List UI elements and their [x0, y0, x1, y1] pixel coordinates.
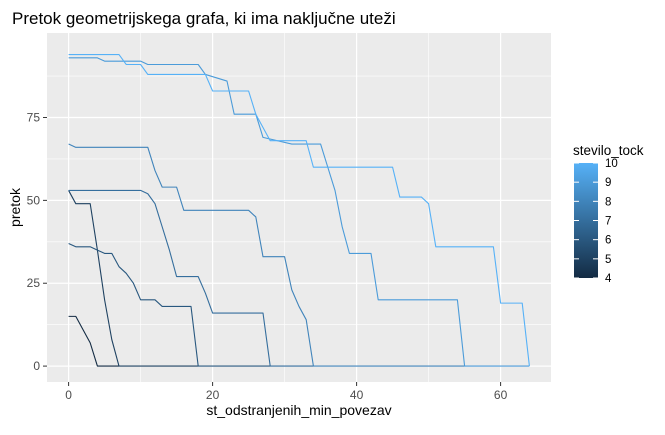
series-line [68, 189, 314, 367]
y-tick-label: 50 [27, 193, 41, 207]
chart-title: Pretok geometrijskega grafa, ki ima nakl… [12, 9, 396, 28]
legend-tick-label: 7 [605, 216, 611, 228]
legend-tick-label: 8 [605, 196, 611, 208]
y-tick-label: 25 [27, 276, 41, 290]
x-tick-label: 40 [350, 388, 364, 402]
x-tick-label: 20 [206, 388, 220, 402]
legend-tick-label: 10 [605, 158, 618, 170]
y-axis-title: pretok [7, 187, 23, 227]
panel-background [47, 33, 551, 382]
legend-title: stevilo_tock [573, 143, 644, 158]
series-line [68, 53, 530, 367]
series-line [68, 190, 199, 367]
series-line [68, 143, 465, 367]
legend-tick-label: 9 [605, 177, 611, 189]
legend-tick-label: 4 [605, 273, 612, 285]
x-axis-title: st_odstranjenih_min_povezav [206, 402, 391, 418]
series-line [68, 242, 271, 367]
legend-tick-label: 5 [605, 254, 611, 266]
y-tick-label: 75 [27, 111, 41, 125]
y-tick-label: 0 [33, 359, 40, 373]
series-line [68, 315, 119, 367]
series-layer [68, 53, 530, 367]
x-tick-label: 60 [494, 388, 508, 402]
legend: stevilo_tock 4 5 6 7 8 9 10 [573, 143, 644, 285]
axes: 0 20 40 60 0 25 50 75 [27, 111, 508, 402]
x-tick-label: 0 [65, 388, 72, 402]
legend-tick-label: 6 [605, 235, 611, 247]
plot-panel [47, 33, 551, 382]
